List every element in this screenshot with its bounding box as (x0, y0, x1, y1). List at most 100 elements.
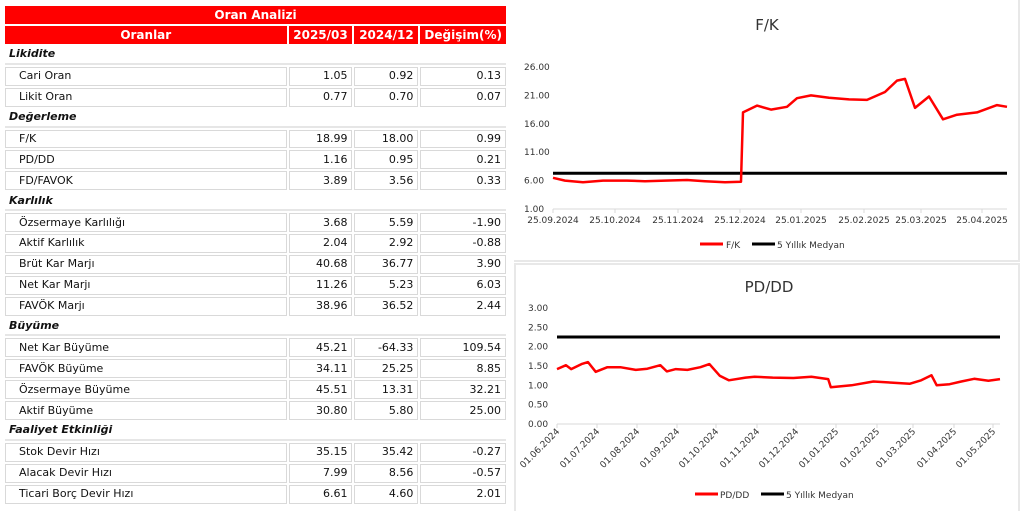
value-2025-03: 45.21 (288, 338, 353, 358)
x-tick-label: 25.12.2024 (714, 216, 766, 226)
row-label: FAVÖK Marjı (5, 296, 287, 316)
pddd-legend: PD/DD 5 Yıllık Medyan (695, 491, 854, 501)
value-2025-03: 6.61 (288, 484, 353, 504)
table-row: FAVÖK Büyüme 34.11 25.25 8.85 (5, 359, 506, 379)
row-label: Brüt Kar Marjı (5, 254, 287, 274)
row-label: Aktif Büyüme (5, 401, 287, 421)
value-2025-03: 38.96 (288, 296, 353, 316)
value-2024-12: 18.00 (354, 129, 419, 149)
fk-legend-series-label: F/K (726, 241, 741, 251)
row-label: Cari Oran (5, 66, 287, 86)
row-label: Ticari Borç Devir Hızı (5, 484, 287, 504)
y-tick-label: 6.00 (524, 177, 544, 187)
value-2025-03: 11.26 (288, 275, 353, 295)
value-2024-12: 5.59 (354, 213, 419, 233)
value-2025-03: 1.16 (288, 150, 353, 170)
x-tick-label: 01.12.2024 (758, 427, 802, 471)
header-oranlar: Oranlar (5, 26, 287, 44)
value-2024-12: 3.56 (354, 171, 419, 191)
x-tick-label: 01.04.2025 (916, 427, 960, 471)
x-tick-label: 01.09.2024 (639, 427, 683, 471)
value-2024-12: 0.95 (354, 150, 419, 170)
table-row: F/K 18.99 18.00 0.99 (5, 129, 506, 149)
value-2025-03: 3.68 (288, 213, 353, 233)
section-heading: Değerleme (5, 108, 506, 128)
value-2024-12: 0.92 (354, 66, 419, 86)
table-row: Ticari Borç Devir Hızı 6.61 4.60 2.01 (5, 484, 506, 504)
row-label: Özsermaye Karlılığı (5, 213, 287, 233)
value-2025-03: 35.15 (288, 442, 353, 462)
section-row: Karlılık (5, 192, 506, 212)
y-tick-label: 21.00 (524, 91, 550, 101)
value-2024-12: 25.25 (354, 359, 419, 379)
header-2025-03: 2025/03 (288, 26, 353, 44)
x-tick-label: 25.04.2025 (956, 216, 1008, 226)
value-change: -0.57 (420, 463, 506, 483)
y-tick-label: 0.50 (528, 401, 548, 411)
value-change: -0.88 (420, 234, 506, 253)
value-2024-12: 8.56 (354, 463, 419, 483)
x-tick-label: 25.11.2024 (652, 216, 704, 226)
y-tick-label: 26.00 (524, 63, 550, 73)
pddd-chart-panel: PD/DD 3.00 2.50 2.00 1.50 1.00 0.50 0.00 01.06… (514, 263, 1020, 511)
value-change: 0.13 (420, 66, 506, 86)
fk-x-axis: 25.09.2024 25.10.2024 25.11.2024 25.12.2024… (527, 209, 1008, 226)
value-change: -0.27 (420, 442, 506, 462)
y-tick-label: 16.00 (524, 120, 550, 130)
value-2025-03: 3.89 (288, 171, 353, 191)
value-2024-12: 5.23 (354, 275, 419, 295)
ratio-analysis-table: Oran Analizi Oranlar 2025/03 2024/12 Değ… (3, 4, 508, 506)
value-change: 32.21 (420, 380, 506, 400)
section-row: Likidite (5, 46, 506, 65)
x-tick-label: 01.06.2024 (519, 427, 563, 471)
x-tick-label: 25.02.2025 (838, 216, 890, 226)
x-tick-label: 01.05.2025 (955, 427, 999, 471)
x-tick-label: 01.10.2024 (678, 427, 722, 471)
pddd-series-line (556, 360, 1001, 389)
section-heading: Faaliyet Etkinliği (5, 422, 506, 441)
row-label: F/K (5, 129, 287, 149)
section-heading: Likidite (5, 46, 506, 65)
pddd-y-axis: 3.00 2.50 2.00 1.50 1.00 0.50 0.00 (528, 304, 548, 430)
row-label: Özsermaye Büyüme (5, 380, 287, 400)
table-row: Aktif Karlılık 2.04 2.92 -0.88 (5, 234, 506, 253)
x-tick-label: 25.03.2025 (895, 216, 947, 226)
value-change: 2.44 (420, 296, 506, 316)
table-row: Aktif Büyüme 30.80 5.80 25.00 (5, 401, 506, 421)
y-tick-label: 3.00 (528, 304, 548, 314)
section-row: Değerleme (5, 108, 506, 128)
x-tick-label: 01.01.2025 (798, 427, 842, 471)
y-tick-label: 2.00 (528, 343, 548, 353)
value-change: 0.07 (420, 87, 506, 107)
table-row: Cari Oran 1.05 0.92 0.13 (5, 66, 506, 86)
value-2025-03: 18.99 (288, 129, 353, 149)
value-2024-12: 0.70 (354, 87, 419, 107)
value-2025-03: 45.51 (288, 380, 353, 400)
table-row: Stok Devir Hızı 35.15 35.42 -0.27 (5, 442, 506, 462)
value-2024-12: 13.31 (354, 380, 419, 400)
fk-y-axis: 26.00 21.00 16.00 11.00 6.00 1.00 (524, 63, 550, 215)
table-row: Likit Oran 0.77 0.70 0.07 (5, 87, 506, 107)
y-tick-label: 2.50 (528, 323, 548, 333)
table-row: FAVÖK Marjı 38.96 36.52 2.44 (5, 296, 506, 316)
header-change: Değişim(%) (420, 26, 506, 44)
value-2025-03: 30.80 (288, 401, 353, 421)
row-label: Aktif Karlılık (5, 234, 287, 253)
x-tick-label: 01.11.2024 (719, 427, 763, 471)
y-tick-label: 0.00 (528, 420, 548, 430)
y-tick-label: 11.00 (524, 148, 550, 158)
value-change: 0.21 (420, 150, 506, 170)
table-row: Özsermaye Büyüme 45.51 13.31 32.21 (5, 380, 506, 400)
value-2024-12: 36.77 (354, 254, 419, 274)
value-2024-12: 35.42 (354, 442, 419, 462)
value-2024-12: 2.92 (354, 234, 419, 253)
x-tick-label: 01.07.2024 (559, 427, 603, 471)
y-tick-label: 1.00 (528, 381, 548, 391)
value-change: 0.99 (420, 129, 506, 149)
value-2024-12: 36.52 (354, 296, 419, 316)
row-label: Net Kar Marjı (5, 275, 287, 295)
x-tick-label: 25.01.2025 (775, 216, 827, 226)
value-2025-03: 2.04 (288, 234, 353, 253)
row-label: Likit Oran (5, 87, 287, 107)
pddd-legend-series-label: PD/DD (720, 491, 749, 501)
